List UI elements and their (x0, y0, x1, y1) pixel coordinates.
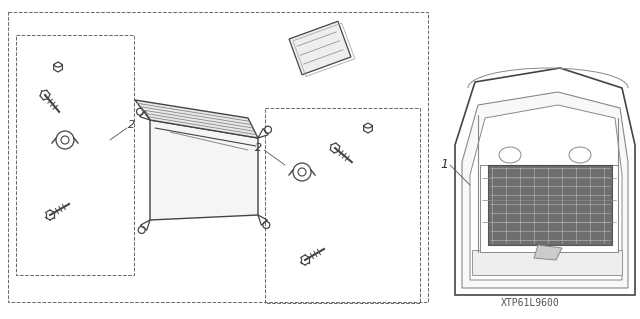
Text: 2: 2 (255, 143, 262, 153)
Polygon shape (462, 92, 628, 288)
Polygon shape (480, 165, 618, 252)
Polygon shape (488, 165, 612, 245)
Bar (16, 35, 134, 275)
Polygon shape (472, 250, 622, 275)
Circle shape (56, 131, 74, 149)
Text: 1: 1 (440, 159, 448, 172)
Bar (293, 23, 355, 77)
Polygon shape (455, 68, 635, 295)
Polygon shape (135, 100, 258, 138)
Ellipse shape (569, 147, 591, 163)
Polygon shape (470, 105, 622, 280)
Text: 2: 2 (128, 120, 135, 130)
Polygon shape (364, 123, 372, 133)
Circle shape (293, 163, 311, 181)
Polygon shape (534, 245, 562, 260)
Ellipse shape (499, 147, 521, 163)
Bar (8, 12, 428, 302)
Bar (289, 21, 351, 75)
Polygon shape (54, 62, 62, 72)
Bar (265, 108, 420, 303)
Polygon shape (150, 120, 258, 220)
Text: XTP61L9600: XTP61L9600 (500, 298, 559, 308)
